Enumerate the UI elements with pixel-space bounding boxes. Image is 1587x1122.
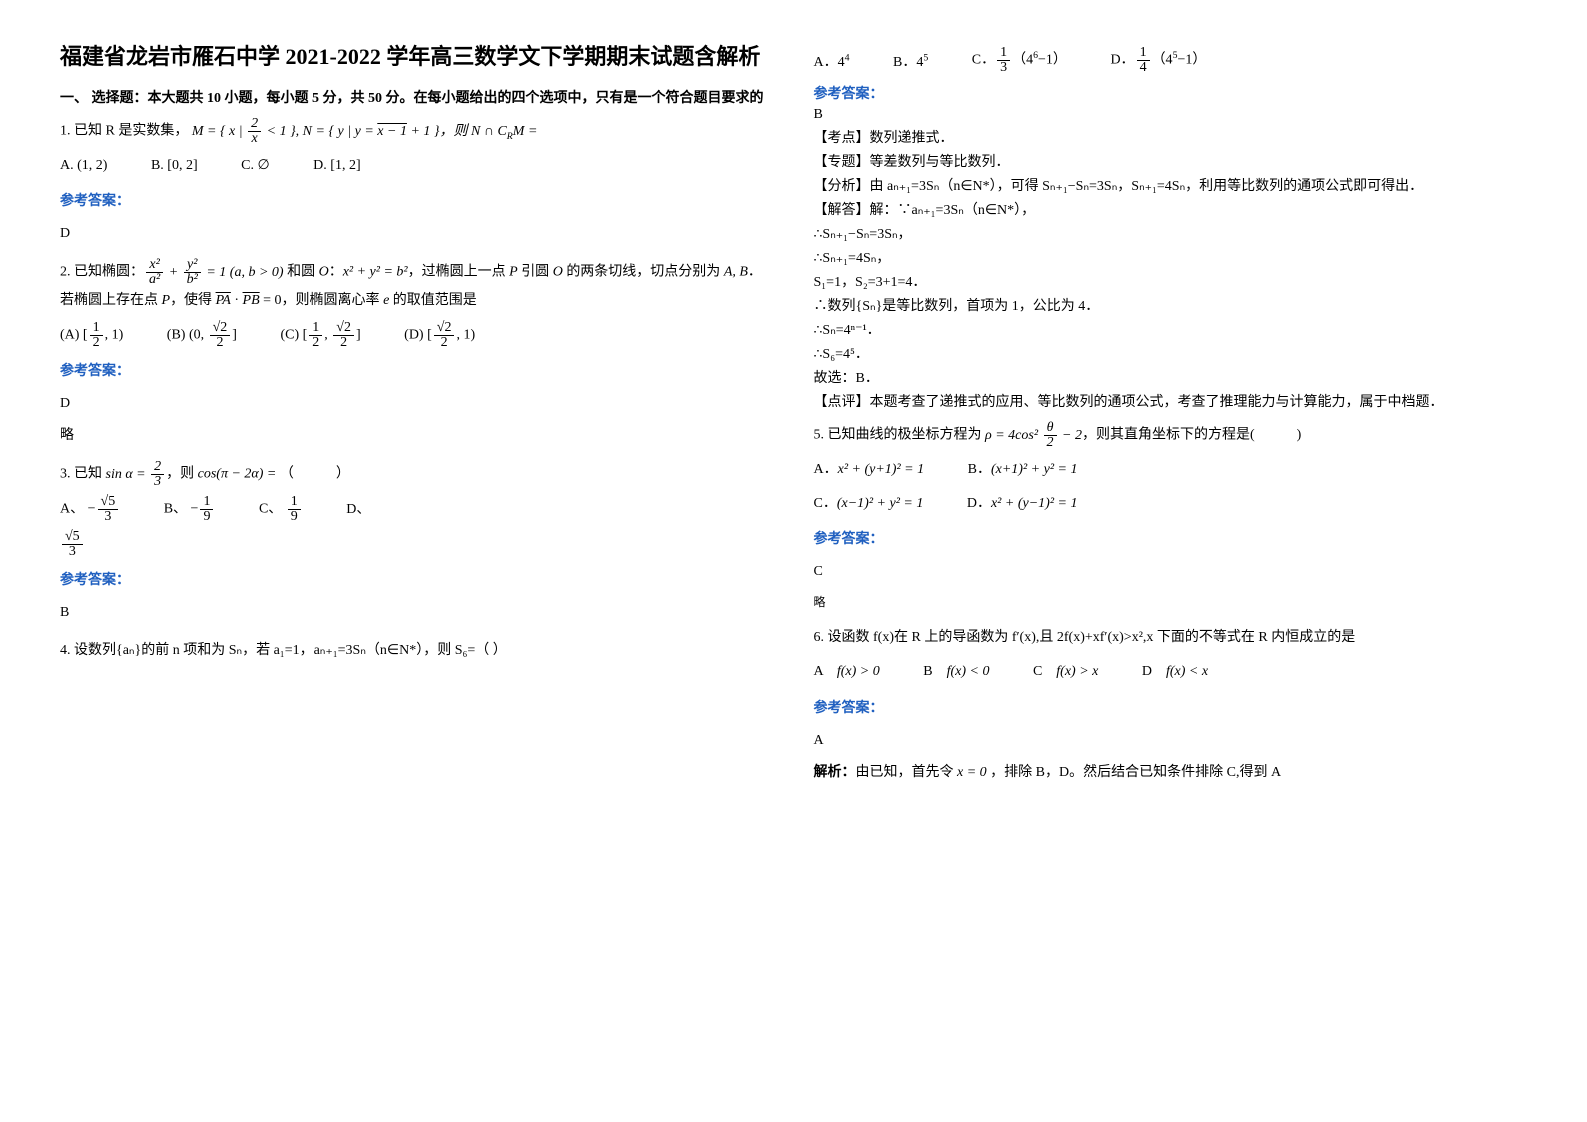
q4-step6: ∴S₆=4⁵． [814,343,1528,363]
q2-option-c: (C) [12, √22] [280,321,360,350]
q2-stem: 2. 已知椭圆：x²a² + y²b² = 1 (a, b > 0) 和圆 O：… [60,265,762,308]
q4-option-c: C．13（46−1） [972,46,1067,75]
q4-dianping: 【点评】本题考查了递推式的应用、等比数列的通项公式，考查了推理能力与计算能力，属… [814,391,1528,411]
question-2: 2. 已知椭圆：x²a² + y²b² = 1 (a, b > 0) 和圆 O：… [60,258,774,450]
q6-option-d: D f(x) < x [1142,658,1208,686]
q6-answer-label: 参考答案： [814,695,1528,723]
question-5: 5. 已知曲线的极坐标方程为 ρ = 4cos² θ2 − 2，则其直角坐标下的… [814,421,1528,614]
q1-answer: D [60,220,774,248]
q4-option-d: D．14（45−1） [1110,46,1206,75]
q4-stem: 4. 设数列{aₙ}的前 n 项和为 Sₙ，若 a₁=1，aₙ₊₁=3Sₙ（n∈… [60,643,507,658]
exam-title: 福建省龙岩市雁石中学 2021-2022 学年高三数学文下学期期末试题含解析 [60,40,774,73]
q4-zhuanti: 【专题】等差数列与等比数列． [814,151,1528,171]
q6-stem: 6. 设函数 f(x)在 R 上的导函数为 f′(x),且 2f(x)+xf′(… [814,630,1356,645]
q4-jieda-intro: 【解答】解：∵aₙ₊₁=3Sₙ（n∈N*）， [814,199,1528,219]
q6-option-a: A f(x) > 0 [814,658,880,686]
question-3: 3. 已知 sin α = 23，则 cos(π − 2α) = （ ） A、 … [60,460,774,627]
q5-extra: 略 [814,590,1528,614]
q3-stem: 3. 已知 sin α = 23，则 cos(π − 2α) = （ ） [60,467,350,482]
q6-option-b: B f(x) < 0 [923,658,989,686]
q4-options: A．44 B．45 C．13（46−1） D．14（45−1） [814,46,1528,75]
q1-expr: M = { x | 2x < 1 }, N = { y | y = x − 1 … [192,124,538,139]
q6-jiexi: 解析：由已知，首先令 x = 0 ，排除 B，D。然后结合已知条件排除 C,得到… [814,759,1528,787]
q4-answer: B [814,107,1528,123]
q1-option-a: A. (1, 2) [60,152,107,180]
q4-step4: ∴数列{Sₙ}是等比数列，首项为 1，公比为 4． [814,295,1528,315]
q4-step3: S₁=1，S₂=3+1=4． [814,271,1528,291]
q6-options: A f(x) > 0 B f(x) < 0 C f(x) > x D f(x) … [814,658,1528,686]
q4-option-a: A．44 [814,51,850,71]
q6-option-c: C f(x) > x [1033,658,1098,686]
q2-option-d: (D) [√22, 1) [404,321,475,350]
q5-options-row1: A．x² + (y+1)² = 1 B．(x+1)² + y² = 1 [814,456,1528,484]
q4-step7: 故选：B． [814,367,1528,387]
q1-options: A. (1, 2) B. [0, 2] C. ∅ D. [1, 2] [60,152,774,180]
q2-answer-label: 参考答案： [60,358,774,386]
q2-extra: 略 [60,422,774,450]
q5-answer: C [814,558,1528,586]
left-column: 福建省龙岩市雁石中学 2021-2022 学年高三数学文下学期期末试题含解析 一… [60,40,774,797]
section1-header: 一、 选择题：本大题共 10 小题，每小题 5 分，共 50 分。在每小题给出的… [60,87,774,107]
q5-answer-label: 参考答案： [814,526,1528,554]
q1-option-d: D. [1, 2] [313,152,360,180]
q3-option-b: B、 −19 [164,495,216,524]
q4-answer-label: 参考答案： [814,83,1528,103]
q2-option-a: (A) [12, 1) [60,321,123,350]
q3-option-d-cont: √53 [60,530,774,559]
q5-stem: 5. 已知曲线的极坐标方程为 ρ = 4cos² θ2 − 2，则其直角坐标下的… [814,428,1302,443]
q3-option-a: A、 −√53 [60,495,120,524]
q5-option-c: C．(x−1)² + y² = 1 [814,490,924,518]
q2-answer: D [60,390,774,418]
q5-option-a: A．x² + (y+1)² = 1 [814,456,925,484]
question-1: 1. 已知 R 是实数集， M = { x | 2x < 1 }, N = { … [60,117,774,248]
q1-option-c: C. ∅ [241,152,270,180]
q4-step2: ∴Sₙ₊₁=4Sₙ， [814,247,1528,267]
q4-kaodian: 【考点】数列递推式． [814,127,1528,147]
q4-step1: ∴Sₙ₊₁−Sₙ=3Sₙ， [814,223,1528,243]
q2-option-b: (B) (0, √22] [167,321,237,350]
q1-option-b: B. [0, 2] [151,152,198,180]
q1-stem-prefix: 1. 已知 R 是实数集， [60,124,188,139]
q3-answer: B [60,599,774,627]
q3-option-c: C、 19 [259,495,303,524]
q5-option-b: B．(x+1)² + y² = 1 [968,456,1078,484]
q3-option-d: D、 [346,496,370,524]
q5-options-row2: C．(x−1)² + y² = 1 D．x² + (y−1)² = 1 [814,490,1528,518]
question-6: 6. 设函数 f(x)在 R 上的导函数为 f′(x),且 2f(x)+xf′(… [814,624,1528,786]
q2-options: (A) [12, 1) (B) (0, √22] (C) [12, √22] (… [60,321,774,350]
q6-answer: A [814,727,1528,755]
q5-option-d: D．x² + (y−1)² = 1 [967,490,1078,518]
right-column: A．44 B．45 C．13（46−1） D．14（45−1） 参考答案： B … [814,40,1528,797]
q1-answer-label: 参考答案： [60,188,774,216]
q4-fenxi: 【分析】由 aₙ₊₁=3Sₙ（n∈N*），可得 Sₙ₊₁−Sₙ=3Sₙ，Sₙ₊₁… [814,175,1528,195]
q3-answer-label: 参考答案： [60,567,774,595]
q4-step5: ∴Sₙ=4ⁿ⁻¹． [814,319,1528,339]
q4-option-b: B．45 [893,51,928,71]
q3-options: A、 −√53 B、 −19 C、 19 D、 [60,495,774,524]
question-4-stem: 4. 设数列{aₙ}的前 n 项和为 Sₙ，若 a₁=1，aₙ₊₁=3Sₙ（n∈… [60,637,774,665]
